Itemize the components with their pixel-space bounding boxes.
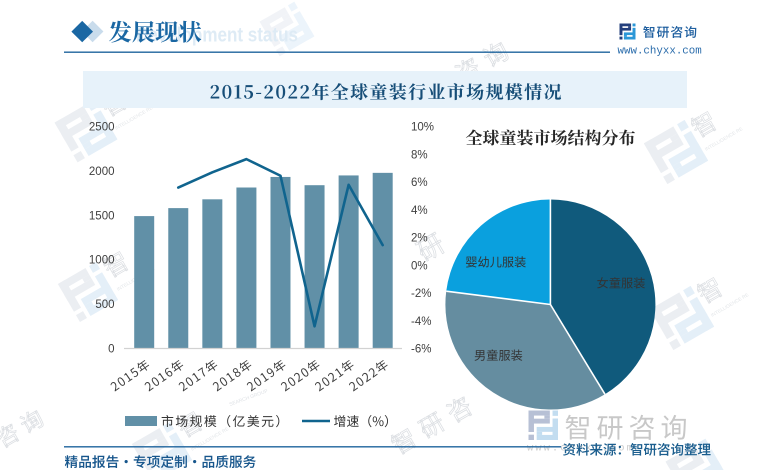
svg-text:0: 0 <box>108 344 114 356</box>
svg-text:1000: 1000 <box>89 255 115 267</box>
svg-text:500: 500 <box>95 299 114 311</box>
svg-text:0%: 0% <box>411 260 428 272</box>
svg-text:-4%: -4% <box>411 316 431 328</box>
svg-text:SEARCH GROUP: SEARCH GROUP <box>229 388 270 408</box>
svg-text:2500: 2500 <box>89 122 115 134</box>
svg-text:-6%: -6% <box>411 344 431 356</box>
svg-text:www.chyxx.com: www.chyxx.com <box>618 46 702 58</box>
svg-text:2%: 2% <box>411 233 428 245</box>
svg-text:1500: 1500 <box>89 210 115 222</box>
svg-text:8%: 8% <box>411 149 428 161</box>
svg-text:6%: 6% <box>411 177 428 189</box>
svg-text:-2%: -2% <box>411 288 431 300</box>
svg-text:4%: 4% <box>411 205 428 217</box>
svg-text:10%: 10% <box>411 122 434 134</box>
svg-text:2000: 2000 <box>89 166 115 178</box>
